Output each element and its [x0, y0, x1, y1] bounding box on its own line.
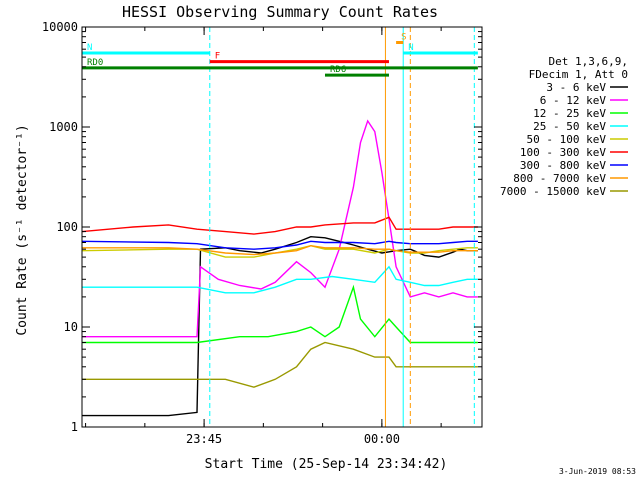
- series-line-6: [82, 240, 478, 250]
- series-line-3: [82, 265, 478, 294]
- series-line-1: [82, 119, 478, 338]
- y-tick-label-4: 10000: [42, 20, 78, 34]
- plot-area: N N F S RD0 RD6 1 10 100 1000 10000 23:45 00:00: [42, 20, 483, 446]
- legend-entry-7: 800 - 7000 keV: [513, 172, 606, 185]
- flag-label-3: S: [401, 32, 406, 42]
- y-tick-label-1: 10: [64, 320, 78, 334]
- series-line-2: [82, 284, 478, 344]
- legend-entry-4: 50 - 100 keV: [527, 133, 607, 146]
- legend-entry-0: 3 - 6 keV: [546, 81, 606, 94]
- legend-entry-2: 12 - 25 keV: [533, 107, 606, 120]
- chart-title: HESSI Observing Summary Count Rates: [122, 3, 438, 21]
- legend-header-0: Det 1,3,6,9,: [549, 55, 628, 68]
- flag-label-1: N: [408, 43, 413, 53]
- y-tick-label-0: 1: [71, 420, 78, 434]
- legend-entry-5: 100 - 300 keV: [520, 146, 606, 159]
- footer-timestamp: 3-Jun-2019 08:53: [559, 467, 636, 476]
- flag-label-5: RD6: [330, 65, 346, 75]
- flag-label-0: N: [87, 43, 92, 53]
- series-line-4: [82, 244, 478, 258]
- legend-entry-3: 25 - 50 keV: [533, 120, 606, 133]
- legend-entry-8: 7000 - 15000 keV: [500, 185, 606, 198]
- legend-entry-6: 300 - 800 keV: [520, 159, 606, 172]
- series-line-7: [82, 244, 478, 256]
- series-line-5: [82, 216, 478, 235]
- x-tick-label-0: 23:45: [186, 432, 222, 446]
- flag-label-4: RD0: [87, 58, 103, 68]
- series-line-8: [82, 341, 478, 388]
- legend-header-1: FDecim 1, Att 0: [529, 68, 628, 81]
- y-tick-label-2: 100: [56, 220, 78, 234]
- x-axis-label: Start Time (25-Sep-14 23:34:42): [205, 457, 448, 472]
- y-axis-label: Count Rate (s⁻¹ detector⁻¹): [15, 124, 30, 335]
- legend-entry-1: 6 - 12 keV: [540, 94, 607, 107]
- flag-label-2: F: [215, 52, 220, 62]
- x-tick-label-1: 00:00: [364, 432, 400, 446]
- y-tick-label-3: 1000: [49, 120, 78, 134]
